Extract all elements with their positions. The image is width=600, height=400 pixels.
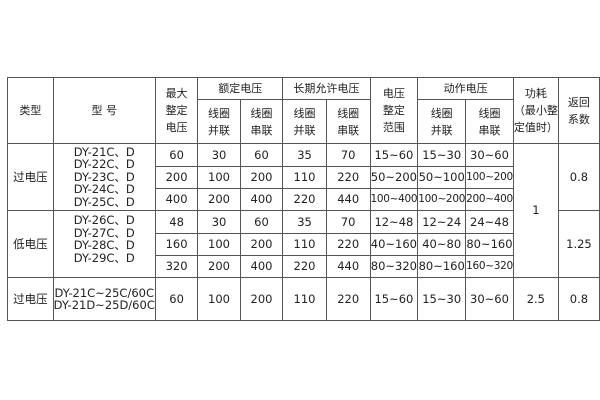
value-cell: 30 bbox=[197, 143, 241, 167]
value-cell: 200 bbox=[197, 188, 241, 211]
table-row: 低电压 DY-26C、D DY-27C、D DY-28C、D DY-29C、D 48 30 6… bbox=[7, 210, 600, 278]
table-row: 320 200 400 220 440 80~320 80~160 160~320 bbox=[8, 255, 600, 278]
header-power: 功耗 （最小整 定值时） bbox=[512, 77, 559, 144]
value-cell: 15~60 bbox=[369, 277, 419, 321]
value-cell: 200 bbox=[239, 166, 284, 189]
value-cell: 35 bbox=[282, 143, 327, 167]
value-cell: 60 bbox=[239, 143, 284, 167]
value-cell: 160~320 bbox=[465, 255, 514, 278]
value-cell: 60 bbox=[154, 143, 199, 167]
value-cell: 400 bbox=[154, 188, 199, 211]
power-cell: 1 bbox=[512, 143, 559, 278]
header-action-parallel: 线圈 并联 bbox=[417, 99, 467, 144]
header-rated-series: 线圈 串联 bbox=[239, 99, 284, 144]
value-cell: 40~160 bbox=[369, 233, 419, 256]
value-cell: 110 bbox=[282, 166, 327, 189]
value-cell: 70 bbox=[325, 143, 371, 167]
model-name: DY-21C~25C/60C bbox=[54, 285, 155, 300]
value-cell: 12~48 bbox=[369, 210, 419, 234]
value-cell: 100~400 bbox=[369, 188, 419, 211]
value-cell: 100 bbox=[197, 233, 241, 256]
value-cell: 440 bbox=[325, 255, 371, 278]
return-coef-cell: 1.25 bbox=[557, 210, 600, 278]
model-cell: DY-26C、D DY-27C、D DY-28C、D DY-29C、D bbox=[52, 210, 156, 278]
value-cell: 80~320 bbox=[369, 255, 419, 278]
value-cell: 220 bbox=[282, 255, 327, 278]
value-cell: 35 bbox=[282, 210, 327, 234]
value-cell: 220 bbox=[282, 188, 327, 211]
value-cell: 400 bbox=[239, 255, 284, 278]
value-cell: 200~400 bbox=[465, 188, 514, 211]
value-cell: 200 bbox=[239, 277, 284, 321]
model-name: DY-21D~25D/60C bbox=[53, 298, 155, 312]
value-cell: 100~200 bbox=[417, 188, 467, 211]
value-cell: 100 bbox=[197, 166, 241, 189]
value-cell: 440 bbox=[325, 188, 371, 211]
relay-spec-table: 类型 型 号 最大 整定 电压 额定电压 长期允许电压 电压 整定 范围 动作电压 功耗… bbox=[7, 77, 600, 321]
value-cell: 15~30 bbox=[417, 143, 467, 167]
header-long-parallel: 线圈 并联 bbox=[282, 99, 327, 144]
header-rated-parallel: 线圈 并联 bbox=[197, 99, 241, 144]
value-cell: 40~80 bbox=[417, 233, 467, 256]
model-name: DY-26C、D bbox=[73, 213, 135, 227]
model-name: DY-27C、D bbox=[73, 225, 135, 240]
value-cell: 220 bbox=[325, 233, 371, 256]
value-cell: 110 bbox=[282, 233, 327, 256]
header-long-term-voltage: 长期允许电压 bbox=[282, 77, 371, 100]
header-rated-voltage: 额定电压 bbox=[197, 77, 284, 100]
model-name: DY-25C、D bbox=[73, 194, 135, 209]
table-row: 过电压 DY-21C~25C/60C DY-21D~25D/60C 60 100 200 1… bbox=[7, 277, 600, 321]
type-cell: 过电压 bbox=[7, 277, 54, 321]
header-model: 型 号 bbox=[52, 77, 156, 144]
value-cell: 15~60 bbox=[369, 143, 419, 167]
value-cell: 15~30 bbox=[417, 277, 467, 321]
value-cell: 60 bbox=[239, 210, 284, 234]
value-cell: 100 bbox=[197, 277, 241, 321]
type-cell: 过电压 bbox=[7, 143, 54, 211]
value-cell: 12~24 bbox=[417, 210, 467, 234]
model-name: DY-29C、D bbox=[73, 250, 135, 265]
header-long-series: 线圈 串联 bbox=[325, 99, 371, 144]
header-setting-range: 电压 整定 范围 bbox=[369, 77, 419, 144]
value-cell: 200 bbox=[239, 233, 284, 256]
value-cell: 50~200 bbox=[369, 166, 419, 189]
type-cell: 低电压 bbox=[7, 210, 54, 278]
value-cell: 30~60 bbox=[465, 143, 514, 167]
value-cell: 220 bbox=[325, 166, 371, 189]
header-max-setting: 最大 整定 电压 bbox=[154, 77, 199, 144]
value-cell: 80~160 bbox=[417, 255, 467, 278]
return-coef-cell: 0.8 bbox=[557, 143, 600, 211]
table-row: 160 100 200 110 220 40~160 40~80 80~160 bbox=[8, 233, 600, 256]
model-cell: DY-21C、D DY-22C、D DY-23C、D DY-24C、D DY-25C、D bbox=[52, 143, 156, 211]
value-cell: 30~60 bbox=[465, 277, 514, 321]
model-name: DY-22C、D bbox=[73, 157, 135, 172]
value-cell: 400 bbox=[239, 188, 284, 211]
return-coef-cell: 0.8 bbox=[557, 277, 600, 321]
header-action-series: 线圈 串联 bbox=[465, 99, 514, 144]
model-name: DY-21C、D bbox=[73, 144, 135, 159]
model-cell: DY-21C~25C/60C DY-21D~25D/60C bbox=[52, 277, 156, 321]
model-name: DY-23C、D bbox=[73, 169, 135, 184]
value-cell: 160 bbox=[154, 233, 199, 256]
table-row: 过电压 DY-21C、D DY-22C、D DY-23C、D DY-24C、D DY-25… bbox=[7, 143, 600, 278]
header-type: 类型 bbox=[7, 77, 54, 144]
value-cell: 50~100 bbox=[417, 166, 467, 189]
value-cell: 30 bbox=[197, 210, 241, 234]
value-cell: 80~160 bbox=[465, 233, 514, 256]
value-cell: 70 bbox=[325, 210, 371, 234]
model-name: DY-28C、D bbox=[73, 238, 135, 252]
model-name: DY-24C、D bbox=[73, 182, 135, 197]
value-cell: 60 bbox=[154, 277, 199, 321]
header-return-coef: 返回 系数 bbox=[557, 77, 600, 144]
value-cell: 24~48 bbox=[465, 210, 514, 234]
value-cell: 48 bbox=[154, 210, 199, 234]
value-cell: 220 bbox=[325, 277, 371, 321]
value-cell: 200 bbox=[197, 255, 241, 278]
value-cell: 110 bbox=[282, 277, 327, 321]
value-cell: 100~200 bbox=[465, 166, 514, 189]
value-cell: 320 bbox=[154, 255, 199, 278]
header-action-voltage: 动作电压 bbox=[417, 77, 514, 100]
power-cell: 2.5 bbox=[512, 277, 559, 321]
value-cell: 200 bbox=[154, 166, 199, 189]
